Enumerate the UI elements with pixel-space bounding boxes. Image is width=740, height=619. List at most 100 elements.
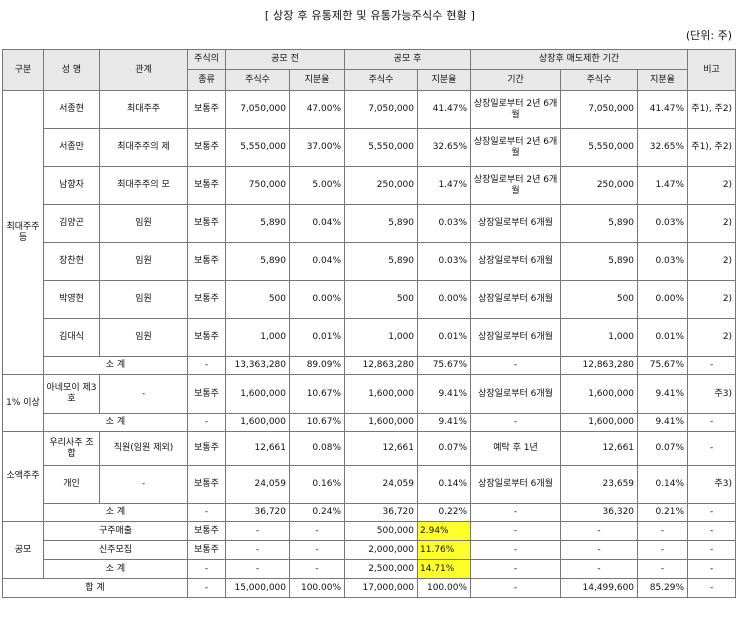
cell-type: 보통주 <box>187 465 226 504</box>
cell-type: 보통주 <box>187 431 226 466</box>
cell-type: 보통주 <box>187 280 226 319</box>
subtotal-label: 소 계 <box>43 356 188 375</box>
cell-note: 2) <box>687 166 737 205</box>
cell-label: 구주매출 <box>43 521 188 541</box>
cell-res-ratio: 0.21% <box>637 503 689 522</box>
table-row: 남향자 최대주주의 모 보통주 750,000 5.00% 250,000 1.… <box>3 166 737 205</box>
cell-period: 예탁 후 1년 <box>470 431 562 466</box>
cell-pre-shares: - <box>225 521 290 541</box>
unit-label: (단위: 주) <box>685 29 732 42</box>
cell-name: 박영현 <box>43 280 100 319</box>
cell-post-shares: 7,050,000 <box>344 90 419 129</box>
cell-pre-shares: 1,000 <box>225 318 290 357</box>
group-major: 최대주주등 <box>2 90 44 375</box>
cell-pre-ratio: 37.00% <box>288 128 346 167</box>
cell-period: - <box>470 540 562 560</box>
cell-pre-shares: 5,890 <box>225 242 290 281</box>
cell-note: - <box>687 521 737 541</box>
cell-pre-shares: 1,600,000 <box>225 374 290 414</box>
share-restriction-table: 구분 성 명 관계 주식의 공모 전 공모 후 상장후 매도제한 기간 비고 종… <box>2 49 737 598</box>
cell-post-ratio: 0.00% <box>417 280 472 319</box>
cell-note: - <box>687 356 737 375</box>
cell-res-shares: 5,550,000 <box>560 128 639 167</box>
subtotal-row: 소 계 - 36,720 0.24% 36,720 0.22% - 36,320… <box>3 503 737 522</box>
cell-note: - <box>687 431 737 466</box>
cell-res-shares: 12,863,280 <box>560 356 639 375</box>
cell-name: 남향자 <box>43 166 100 205</box>
cell-post-shares: 1,600,000 <box>344 413 419 432</box>
cell-post-ratio: 0.03% <box>417 242 472 281</box>
cell-res-shares: - <box>560 559 639 579</box>
cell-res-shares: 250,000 <box>560 166 639 205</box>
cell-res-ratio: 0.03% <box>637 242 689 281</box>
cell-pre-shares: 750,000 <box>225 166 290 205</box>
cell-period: 상장일로부터 6개월 <box>470 204 562 243</box>
table-row: 공모 구주매출 보통주 - - 500,000 2.94% - - - - <box>2 521 737 579</box>
header-post-shares: 주식수 <box>344 69 419 91</box>
cell-type: 보통주 <box>187 204 226 243</box>
cell-type: - <box>187 559 226 579</box>
cell-name: 우리사주 조합 <box>43 431 100 466</box>
table-row: 1% 이상 아네모이 제3호 - 보통주 1,600,000 10.67% 1,… <box>2 374 737 432</box>
header-restricted: 상장후 매도제한 기간 <box>470 49 689 70</box>
cell-note: 주3) <box>687 374 737 414</box>
cell-relation: - <box>99 374 188 414</box>
cell-pre-ratio: 0.01% <box>288 318 346 357</box>
cell-pre-ratio: - <box>288 559 346 579</box>
cell-relation: 직원(임원 제외) <box>99 431 188 466</box>
cell-pre-shares: 15,000,000 <box>225 578 290 598</box>
cell-name: 개인 <box>43 465 100 504</box>
cell-relation: 임원 <box>99 204 188 243</box>
cell-pre-ratio: 100.00% <box>288 578 346 598</box>
cell-res-shares: 7,050,000 <box>560 90 639 129</box>
cell-post-shares: 12,661 <box>344 431 419 466</box>
cell-relation: 최대주주 <box>99 90 188 129</box>
cell-pre-ratio: 47.00% <box>288 90 346 129</box>
cell-name: 서종현 <box>43 90 100 129</box>
cell-res-shares: 14,499,600 <box>560 578 639 598</box>
cell-post-ratio: 0.14% <box>417 465 472 504</box>
cell-post-shares: 1,600,000 <box>344 374 419 414</box>
subtotal-row: 소 계 - - - 2,500,000 14.71% - - - - <box>3 559 737 579</box>
subtotal-label: 소 계 <box>43 503 188 522</box>
cell-post-shares: 2,500,000 <box>344 559 419 579</box>
cell-period: 상장일로부터 6개월 <box>470 318 562 357</box>
cell-post-shares: 250,000 <box>344 166 419 205</box>
cell-post-ratio: 0.07% <box>417 431 472 466</box>
cell-res-shares: - <box>560 540 639 560</box>
cell-post-shares: 1,000 <box>344 318 419 357</box>
cell-period: 상장일로부터 2년 6개월 <box>470 166 562 205</box>
cell-label: 소 계 <box>43 559 188 579</box>
cell-period: - <box>470 503 562 522</box>
cell-post-shares: 24,059 <box>344 465 419 504</box>
cell-pre-ratio: 10.67% <box>288 413 346 432</box>
cell-note: 2) <box>687 318 737 357</box>
cell-type: - <box>187 578 226 598</box>
cell-post-ratio: 0.01% <box>417 318 472 357</box>
cell-pre-shares: 12,661 <box>225 431 290 466</box>
cell-post-shares: 36,720 <box>344 503 419 522</box>
subtotal-row: 소 계 - 13,363,280 89.09% 12,863,280 75.67… <box>3 356 737 375</box>
cell-label: 신주모집 <box>43 540 188 560</box>
cell-res-ratio: - <box>637 521 689 541</box>
cell-note: - <box>687 559 737 579</box>
cell-period: - <box>470 413 562 432</box>
total-label: 합 계 <box>2 578 188 598</box>
cell-res-ratio: 41.47% <box>637 90 689 129</box>
cell-relation: 임원 <box>99 280 188 319</box>
cell-note: - <box>687 578 737 598</box>
cell-res-shares: 36,320 <box>560 503 639 522</box>
cell-res-ratio: 85.29% <box>637 578 689 598</box>
cell-pre-shares: 1,600,000 <box>225 413 290 432</box>
cell-res-ratio: 0.07% <box>637 431 689 466</box>
table-row: 신주모집 보통주 - - 2,000,000 11.76% - - - - <box>3 540 737 560</box>
cell-pre-ratio: 5.00% <box>288 166 346 205</box>
header-post-ratio: 지분율 <box>417 69 472 91</box>
table-row: 최대주주등 서종현 최대주주 보통주 7,050,000 47.00% 7,05… <box>2 90 737 375</box>
cell-pre-ratio: - <box>288 521 346 541</box>
cell-period: 상장일로부터 6개월 <box>470 280 562 319</box>
cell-post-shares: 2,000,000 <box>344 540 419 560</box>
cell-post-ratio: 41.47% <box>417 90 472 129</box>
cell-res-ratio: 0.00% <box>637 280 689 319</box>
cell-name: 김양곤 <box>43 204 100 243</box>
